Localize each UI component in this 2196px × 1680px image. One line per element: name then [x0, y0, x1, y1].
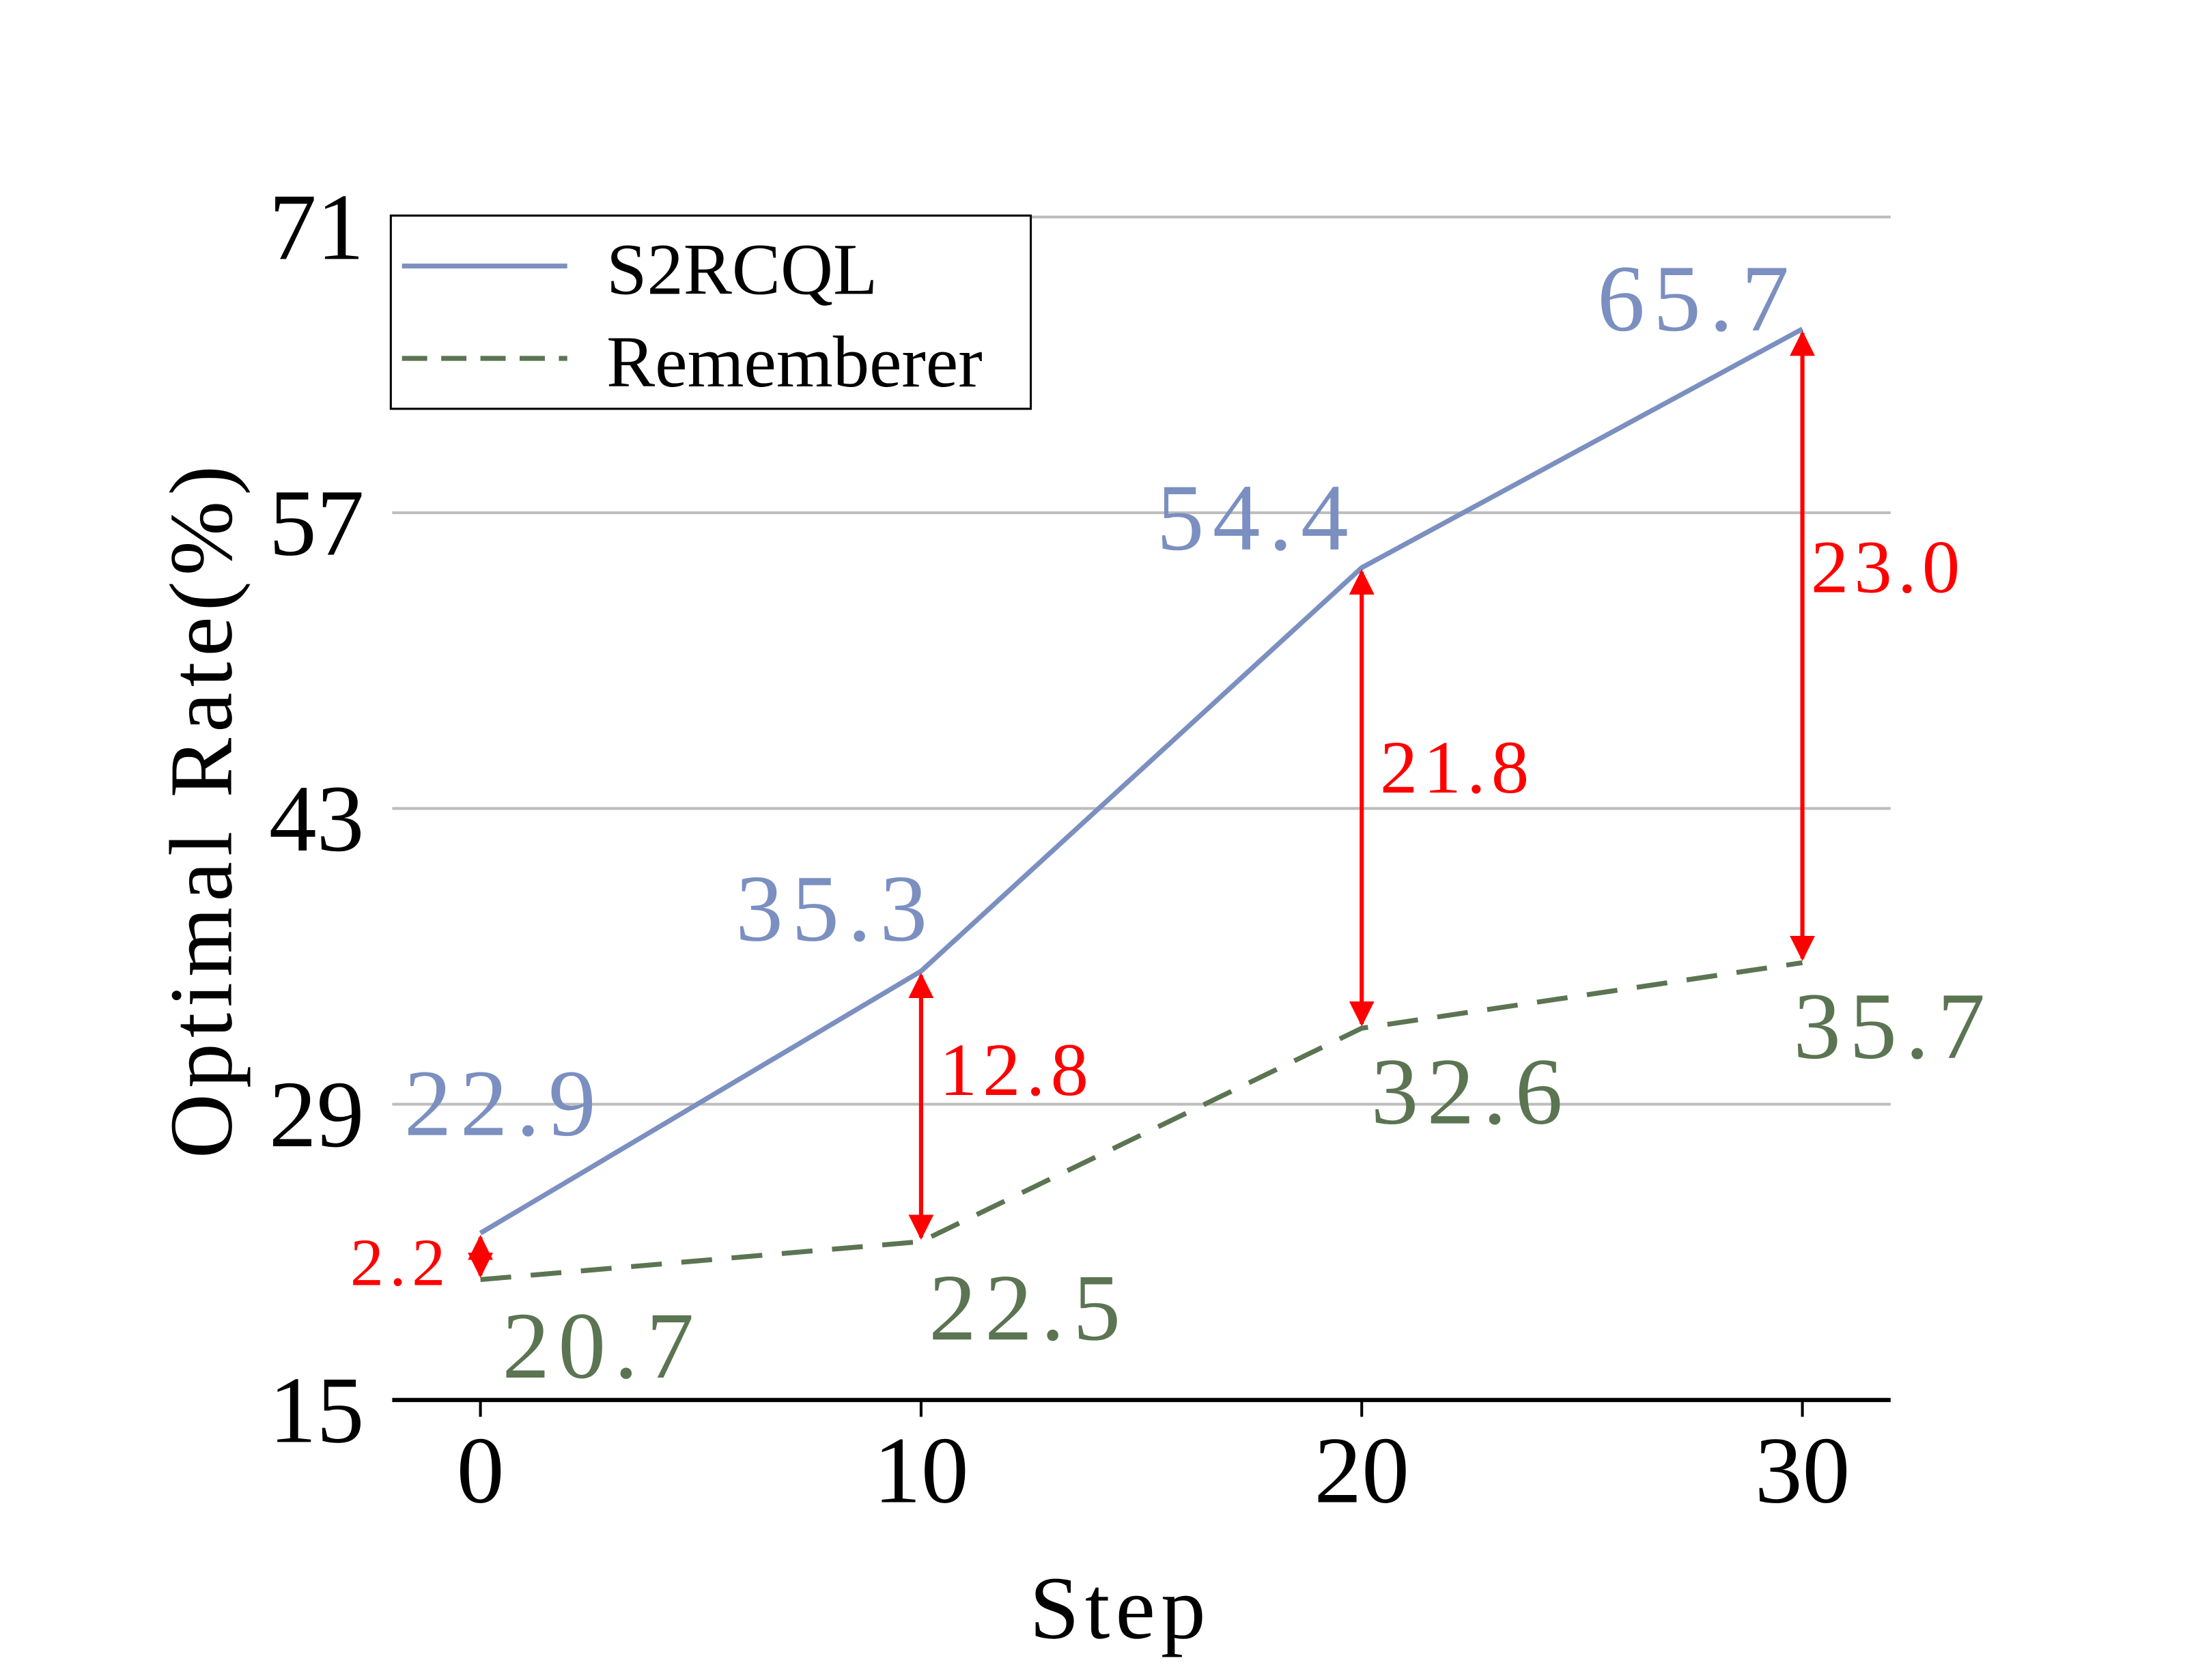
y-tick-label: 71	[269, 175, 364, 280]
x-tick-label: 20	[1314, 1419, 1409, 1524]
data-label-s2rcql: 54.4	[1157, 466, 1357, 571]
data-label-rememberer: 35.7	[1793, 974, 1993, 1079]
y-axis-ticks: 15 29 43 57 71	[269, 175, 364, 1463]
data-label-s2rcql: 65.7	[1597, 246, 1797, 352]
x-axis-ticks: 0 10 20 30	[457, 1399, 1850, 1524]
data-label-rememberer: 32.6	[1371, 1040, 1571, 1145]
series-line-s2rcql	[479, 326, 1804, 1236]
gap-arrows: 2.2 12.8 21.8 23.0	[350, 330, 1966, 1300]
data-label-rememberer: 22.5	[929, 1255, 1129, 1361]
legend: S2RCQL Rememberer	[389, 214, 1032, 410]
y-tick-label: 29	[269, 1062, 364, 1167]
data-labels: 22.9 35.3 54.4 65.7 20.7 22.5 32.6 35.7	[404, 246, 1993, 1399]
legend-label-rememberer: Rememberer	[606, 322, 983, 403]
gap-label: 23.0	[1811, 525, 1966, 609]
data-label-s2rcql: 22.9	[404, 1051, 604, 1156]
x-tick-label: 10	[873, 1419, 968, 1524]
legend-box	[389, 214, 1032, 410]
gap-label: 2.2	[350, 1226, 451, 1300]
series-lines	[479, 326, 1804, 1283]
y-tick-label: 57	[269, 471, 364, 576]
x-tick-label: 30	[1755, 1419, 1850, 1524]
y-tick-label: 15	[269, 1358, 364, 1463]
series-line-rememberer	[480, 960, 1803, 1283]
y-tick-label: 43	[269, 767, 364, 872]
x-axis-label: Step	[1030, 1558, 1211, 1657]
legend-label-s2rcql: S2RCQL	[606, 230, 877, 311]
gap-label: 21.8	[1380, 725, 1535, 809]
gap-label: 12.8	[940, 1027, 1095, 1111]
data-label-s2rcql: 35.3	[735, 857, 935, 962]
y-axis-label: Optimal Rate(%)	[152, 460, 251, 1158]
data-label-rememberer: 20.7	[502, 1294, 702, 1399]
x-tick-label: 0	[457, 1419, 505, 1524]
